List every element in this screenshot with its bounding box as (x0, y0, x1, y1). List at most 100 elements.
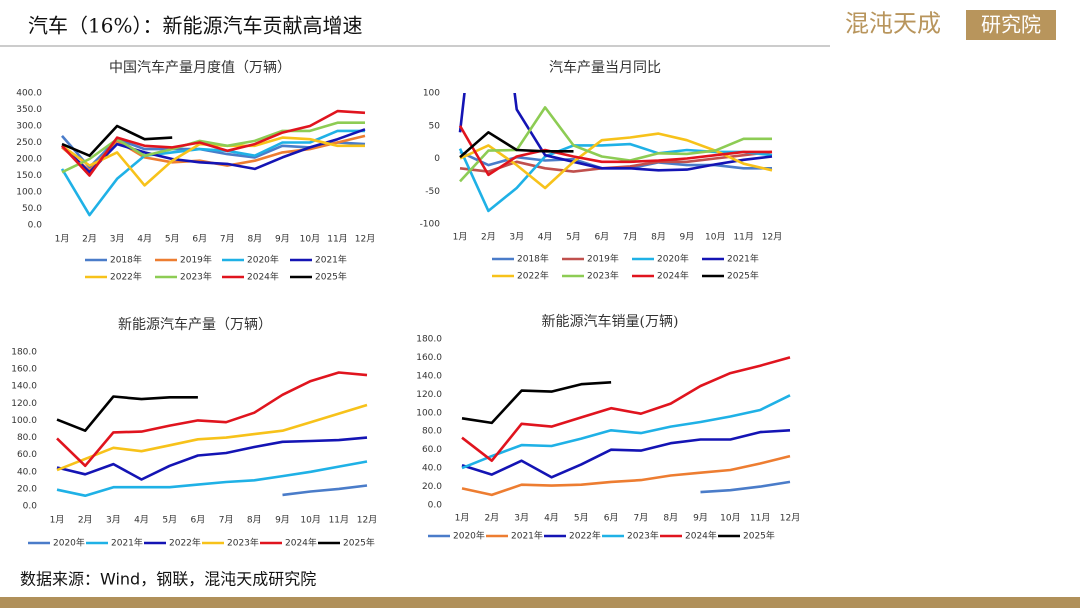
legend-label: 2022年 (169, 537, 201, 549)
y-tick-label: 60.0 (422, 445, 442, 455)
x-tick-label: 3月 (514, 513, 529, 524)
y-tick-label: 0.0 (428, 501, 443, 511)
x-tick-label: 3月 (110, 234, 125, 245)
legend-label: 2018年 (517, 253, 549, 265)
x-tick-label: 4月 (538, 232, 553, 243)
y-tick-label: 100.0 (416, 408, 442, 418)
legend-label: 2021年 (727, 253, 759, 265)
y-tick-label: 140.0 (416, 371, 442, 381)
y-tick-label: 100.0 (16, 188, 42, 198)
footer-bar (0, 597, 1080, 608)
x-tick-label: 1月 (55, 234, 70, 245)
x-tick-label: 7月 (219, 515, 234, 526)
series-line (56, 395, 198, 432)
series-line (459, 132, 773, 190)
legend-label: 2025年 (743, 530, 775, 542)
y-tick-label: 0.0 (28, 221, 43, 231)
y-tick-label: 180.0 (416, 335, 442, 345)
x-tick-label: 5月 (566, 232, 581, 243)
legend-label: 2022年 (110, 271, 142, 283)
logo-name: 混沌天成 (845, 10, 941, 38)
legend-label: 2022年 (517, 270, 549, 282)
legend-label: 2020年 (53, 537, 85, 549)
x-tick-label: 2月 (78, 515, 93, 526)
x-tick-label: 4月 (134, 515, 149, 526)
x-tick-label: 5月 (162, 515, 177, 526)
y-tick-label: 80.0 (422, 427, 442, 437)
x-tick-label: 1月 (455, 513, 470, 524)
y-tick-label: 0 (434, 154, 440, 164)
x-tick-label: 1月 (50, 515, 65, 526)
series-line (56, 371, 368, 468)
series-line (282, 484, 368, 497)
series-line (61, 109, 366, 177)
y-tick-label: 40.0 (17, 467, 37, 477)
y-tick-label: 400.0 (16, 89, 42, 99)
series-line (461, 381, 612, 425)
y-tick-label: 350.0 (16, 105, 42, 115)
x-tick-label: 7月 (634, 513, 649, 524)
x-tick-label: 2月 (484, 513, 499, 524)
chart-title: 汽车产量当月同比 (549, 59, 661, 76)
legend-label: 2018年 (110, 254, 142, 266)
legend-label: 2024年 (285, 537, 317, 549)
legend-label: 2021年 (111, 537, 143, 549)
legend-label: 2021年 (511, 530, 543, 542)
x-tick-label: 2月 (82, 234, 97, 245)
y-tick-label: 250.0 (16, 138, 42, 148)
legend-label: 2020年 (657, 253, 689, 265)
x-tick-label: 5月 (574, 513, 589, 524)
x-tick-label: 8月 (247, 515, 262, 526)
y-tick-label: 50.0 (22, 204, 42, 214)
y-tick-label: 60.0 (17, 450, 37, 460)
x-tick-label: 11月 (329, 515, 349, 526)
legend-label: 2025年 (727, 270, 759, 282)
series-line (56, 436, 368, 481)
y-tick-label: 120.0 (416, 390, 442, 400)
legend-label: 2019年 (180, 254, 212, 266)
x-tick-label: 12月 (762, 232, 782, 243)
x-tick-label: 11月 (750, 513, 770, 524)
x-tick-label: 7月 (623, 232, 638, 243)
x-tick-label: 8月 (651, 232, 666, 243)
series-line (56, 460, 368, 497)
y-tick-label: 300.0 (16, 122, 42, 132)
series-line (459, 106, 772, 183)
y-tick-label: 20.0 (422, 482, 442, 492)
y-tick-label: 120.0 (11, 399, 37, 409)
legend-label: 2021年 (315, 254, 347, 266)
y-tick-label: 20.0 (17, 484, 37, 494)
x-tick-label: 11月 (733, 232, 753, 243)
legend-label: 2023年 (627, 530, 659, 542)
page-title: 汽车（16%）：新能源汽车贡献高增速 (28, 14, 362, 38)
legend-label: 2023年 (227, 537, 259, 549)
x-tick-label: 4月 (137, 234, 152, 245)
chart-title: 新能源汽车销量(万辆) (542, 313, 679, 330)
series-line (461, 429, 791, 479)
series-line (461, 454, 791, 497)
series-line (56, 403, 368, 472)
legend-label: 2023年 (587, 270, 619, 282)
y-tick-label: 160.0 (11, 365, 37, 375)
x-tick-label: 9月 (693, 513, 708, 524)
series-line (461, 356, 791, 462)
x-tick-label: 7月 (220, 234, 235, 245)
chart-title: 中国汽车产量月度值（万辆） (109, 59, 291, 76)
legend-label: 2025年 (343, 537, 375, 549)
y-tick-label: 150.0 (16, 171, 42, 181)
y-tick-label: 40.0 (422, 464, 442, 474)
x-tick-label: 9月 (275, 234, 290, 245)
legend-label: 2019年 (587, 253, 619, 265)
x-tick-label: 3月 (106, 515, 121, 526)
y-tick-label: 160.0 (416, 353, 442, 363)
series-line (61, 128, 366, 174)
y-tick-label: -50 (425, 187, 440, 197)
x-tick-label: 1月 (453, 232, 468, 243)
y-tick-label: 50 (429, 121, 441, 131)
legend-label: 2022年 (569, 530, 601, 542)
x-tick-label: 12月 (780, 513, 800, 524)
legend-label: 2024年 (657, 270, 689, 282)
series-line (461, 394, 791, 470)
y-tick-label: 140.0 (11, 382, 37, 392)
